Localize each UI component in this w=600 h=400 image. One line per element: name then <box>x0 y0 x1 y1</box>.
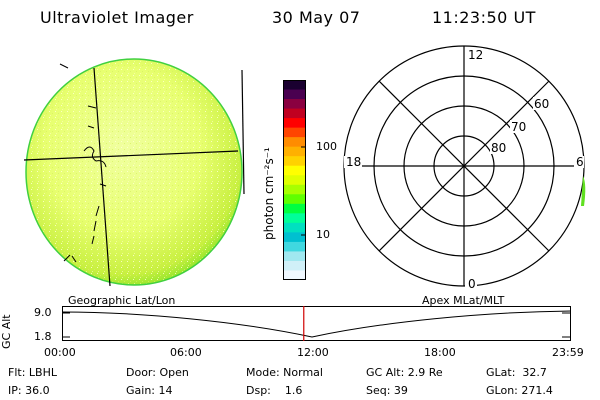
gain-info: Gain: 14 <box>126 384 173 397</box>
colorbar-segment <box>284 127 306 138</box>
x-tick-1800: 18:00 <box>424 346 456 359</box>
meridian-line <box>93 67 111 287</box>
colorbar-segment <box>284 146 306 157</box>
aurora-patch <box>581 176 586 206</box>
seq-info: Seq: 39 <box>366 384 408 397</box>
colorbar-segment <box>284 222 306 233</box>
colorbar-segment <box>284 213 306 224</box>
polar-mlt-plot: 12 0 18 6 60 70 80 <box>343 45 586 291</box>
colorbar-segment <box>284 194 306 205</box>
glat-info: GLat: 32.7 <box>486 366 547 379</box>
gc-alt-axis-label: GC Alt <box>0 314 13 349</box>
uv-earth-image <box>24 58 245 287</box>
header-time: 11:23:50 UT <box>432 8 536 27</box>
glon-info: GLon: 271.4 <box>486 384 553 397</box>
colorbar-tick-100: 100 <box>316 140 337 153</box>
geographic-label: Geographic Lat/Lon <box>68 294 176 307</box>
colorbar-segment <box>284 156 306 167</box>
colorbar-segment <box>284 165 306 176</box>
colorbar-unit-label: photon cm⁻²s⁻¹ <box>262 147 276 240</box>
polar-label-0: 0 <box>468 277 476 291</box>
mode-info: Mode: Normal <box>246 366 323 379</box>
colorbar-segment <box>284 184 306 195</box>
dsp-info: Dsp: 1.6 <box>246 384 303 397</box>
colorbar-segment <box>284 137 306 148</box>
instrument-title: Ultraviolet Imager <box>40 8 194 27</box>
ring-label-80: 80 <box>491 141 506 155</box>
colorbar-segment <box>284 251 306 262</box>
ip-info: IP: 36.0 <box>8 384 50 397</box>
apex-label: Apex MLat/MLT <box>422 294 505 307</box>
coastline <box>59 63 107 263</box>
ring-label-70: 70 <box>511 120 526 134</box>
colorbar-segment <box>284 108 306 119</box>
gc-alt-info: GC Alt: 2.9 Re <box>366 366 443 379</box>
colorbar-segment <box>284 89 306 100</box>
x-tick-2359: 23:59 <box>552 346 584 359</box>
colorbar-segment <box>284 232 306 243</box>
altitude-timeline <box>62 306 572 341</box>
colorbar-segment <box>284 175 306 186</box>
colorbar-segment <box>284 99 306 110</box>
polar-label-18: 18 <box>346 155 361 169</box>
x-tick-0000: 00:00 <box>44 346 76 359</box>
polar-label-6: 6 <box>576 155 584 169</box>
colorbar-segment <box>284 118 306 129</box>
filter-info: Flt: LBHL <box>8 366 57 379</box>
polar-label-12: 12 <box>468 48 483 62</box>
latitude-line <box>24 150 239 161</box>
colorbar-segment <box>284 203 306 214</box>
x-tick-1200: 12:00 <box>297 346 329 359</box>
door-info: Door: Open <box>126 366 189 379</box>
colorbar-segment <box>284 80 306 91</box>
colorbar-tick-10: 10 <box>316 228 330 241</box>
colorbar-segment <box>284 241 306 252</box>
x-tick-0600: 06:00 <box>170 346 202 359</box>
altitude-curve <box>62 310 572 338</box>
header-date: 30 May 07 <box>272 8 361 27</box>
colorbar-segment <box>284 260 306 271</box>
color-scale-bar <box>283 80 306 280</box>
y-tick-9: 9.0 <box>34 306 52 319</box>
y-tick-1-8: 1.8 <box>34 330 52 343</box>
colorbar-segment <box>284 270 306 280</box>
ring-label-60: 60 <box>534 97 549 111</box>
